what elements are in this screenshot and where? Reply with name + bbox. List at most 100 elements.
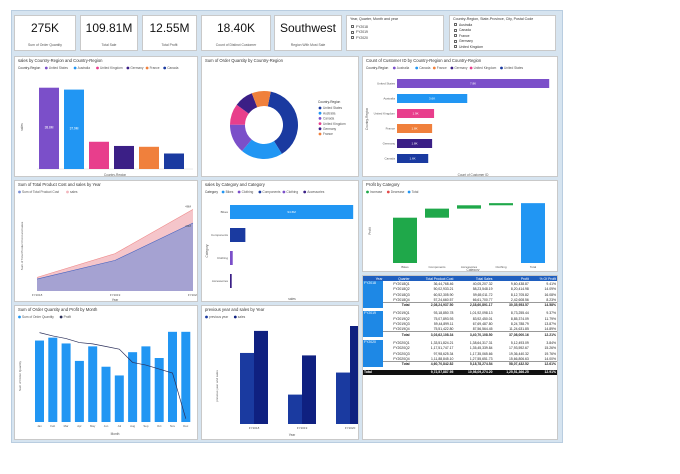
matrix-cell: 5,12,493.09 (510, 340, 529, 345)
checkbox[interactable] (351, 30, 354, 34)
bar (39, 87, 59, 169)
legend-item: sales (238, 315, 246, 319)
matrix-cell: FY2019Q4 (393, 327, 410, 332)
legend-item: United States (323, 106, 343, 110)
year-cell: FY2018 (363, 281, 384, 308)
column-header: Profit (493, 276, 530, 282)
legend-swatch (258, 190, 262, 194)
order-profit-month-chart[interactable]: Sum of Order Quantity and Profit by Mont… (14, 305, 198, 440)
legend-swatch (66, 190, 69, 194)
legend-swatch (318, 117, 322, 120)
matrix-cell: FY2020Q3 (393, 351, 410, 356)
bar-label: 7.8K (470, 82, 476, 86)
tick-label: FY2018 (32, 293, 43, 297)
tick-label: Jul (118, 424, 122, 428)
kpi-card: 275K Sum of Order Quantity (14, 15, 76, 51)
legend-swatch (303, 190, 307, 194)
checkbox[interactable] (454, 34, 457, 38)
category-label: Germany (383, 142, 396, 146)
donut-slice (251, 91, 271, 108)
x-axis-label: Count of Customer ID (458, 173, 490, 177)
customer-count-chart[interactable]: Count of Customer ID by Country-Region a… (362, 56, 558, 177)
slicer-option[interactable]: FY2019 (351, 30, 368, 36)
tick-label: FY2020 (345, 426, 356, 430)
bar (425, 208, 449, 218)
matrix-cell: 15,66,806.63 (509, 356, 529, 361)
legend-swatch (282, 190, 286, 194)
slicer-option[interactable]: FY2018 (351, 24, 368, 30)
legend-swatch (318, 111, 322, 115)
grand-total-cell: 12.91% (529, 369, 557, 376)
matrix-cell: 66,61,700.77 (472, 297, 493, 302)
tick-label: Jun (104, 424, 109, 428)
order-qty-donut-chart[interactable]: Sum of Order Quantity by Country-Region … (201, 56, 359, 177)
slicer-option[interactable]: Germany (454, 39, 483, 45)
bar (230, 228, 246, 242)
matrix-cell: 9.37% (546, 311, 556, 316)
bar (230, 251, 233, 265)
sales-by-country-chart[interactable]: sales by Country-Region and Country-Regi… (14, 56, 198, 177)
legend-swatch (145, 66, 149, 70)
checkbox[interactable] (454, 45, 457, 49)
matrix-cell: 50,02,933.21 (433, 287, 454, 292)
kpi-label: Sum of Order Quantity (28, 43, 62, 47)
checkbox[interactable] (351, 25, 354, 29)
y-axis-label: sales (20, 123, 24, 131)
slicer-option-label: Canada (459, 28, 471, 33)
checkbox[interactable] (351, 36, 354, 40)
category-label: Clothing (495, 265, 506, 269)
year-slicer[interactable]: Year, Quarter, Month and year FY2018 FY20… (346, 15, 444, 51)
prev-year-sales-chart[interactable]: previous year and sales by Year previous… (201, 305, 359, 440)
sales-line (36, 209, 194, 278)
legend-item: Total (412, 190, 419, 194)
slicer-option[interactable]: FY2020 (351, 35, 368, 41)
kpi-label: Count of Distinct Customer (215, 43, 257, 47)
tick-label: Mar (64, 424, 69, 428)
sales-by-category-chart[interactable]: sales by Category and Category Category B… (201, 180, 359, 302)
y-axis-label: Country-Region (365, 108, 369, 131)
bar (397, 94, 468, 103)
matrix-row: FY2018Q2 50,02,933.21 58,23,548.19 8,20,414… (363, 287, 557, 292)
subtotal-cell: 3,40,70,108.50 (454, 331, 494, 338)
x-axis-label: Category (467, 268, 480, 272)
subtotal-cell: 30,35,953.57 (493, 301, 530, 308)
category-label: Accessories (212, 279, 229, 283)
legend-item: Canada (419, 66, 430, 70)
legend-item: Canada (167, 66, 178, 70)
legend-item: United States (49, 66, 69, 70)
slicer-option[interactable]: United Kingdom (454, 44, 483, 50)
legend-item: Components (262, 190, 280, 194)
region-slicer[interactable]: Country-Region, State-Province, City, Po… (449, 15, 556, 51)
bar-previous-year (288, 394, 302, 424)
profit-matrix[interactable]: Year Quarter Total Product Cost Total Sales… (362, 275, 558, 440)
matrix-cell: 75,07,893.93 (433, 316, 454, 321)
legend-item: United States (504, 66, 524, 70)
legend-swatch (18, 315, 21, 319)
legend-title: Country-Region (318, 100, 341, 104)
slicer-option[interactable]: France (454, 33, 483, 39)
bar-label: 1.8K (411, 127, 417, 131)
category-label: Bikes (221, 210, 229, 214)
cost-area (37, 223, 193, 291)
matrix-cell: 15.26% (544, 346, 557, 351)
legend-swatch (318, 122, 322, 125)
grand-total-cell: Total (363, 369, 411, 376)
donut-slice (236, 93, 258, 114)
cost-sales-year-chart[interactable]: Sum of Total Product Cost and sales by Y… (14, 180, 198, 302)
bar-label: 1.6K (410, 157, 416, 161)
checkbox[interactable] (454, 28, 457, 32)
subtotal-cell: 14.58% (529, 301, 557, 308)
bar (88, 346, 98, 422)
checkbox[interactable] (454, 39, 457, 43)
profit-by-category-chart[interactable]: Profit by Category Increase Decrease Total… (362, 180, 558, 272)
checkbox[interactable] (454, 23, 457, 27)
legend-item: Bikes (226, 190, 234, 194)
category-label: Accessories (461, 265, 478, 269)
legend-swatch (500, 66, 503, 70)
bar (101, 366, 111, 422)
slicer-option[interactable]: Australia (454, 22, 483, 28)
tick-label: Nov (170, 424, 176, 428)
kpi-label: Region With Most Sale (290, 43, 326, 47)
bar (457, 205, 481, 209)
slicer-option[interactable]: Canada (454, 28, 483, 34)
